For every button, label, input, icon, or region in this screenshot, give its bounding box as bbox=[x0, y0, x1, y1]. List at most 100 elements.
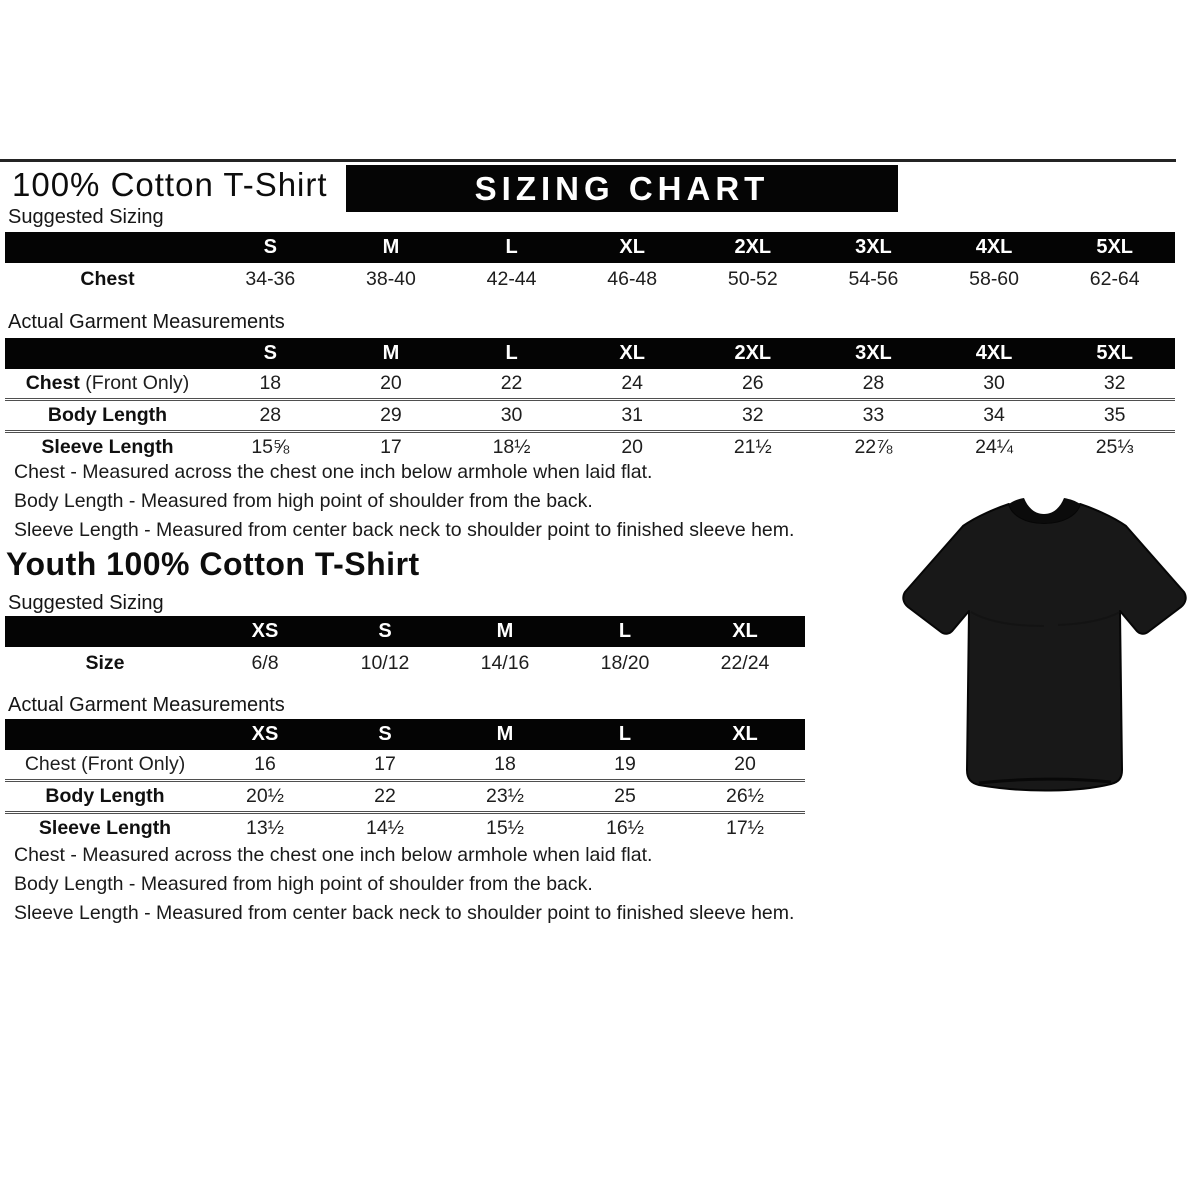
note-line: Body Length - Measured from high point o… bbox=[14, 873, 593, 895]
section-label-suggested-sizing: Suggested Sizing bbox=[8, 206, 164, 228]
size-column-header: XS bbox=[205, 616, 325, 647]
table-header-row: S M L XL 2XL 3XL 4XL 5XL bbox=[5, 338, 1175, 369]
note-line: Sleeve Length - Measured from center bac… bbox=[14, 902, 795, 924]
cell-value: 18/20 bbox=[600, 651, 650, 674]
cell-value: 13½ bbox=[205, 811, 325, 843]
cell-value: 18 bbox=[494, 753, 516, 775]
row-label: Body Length bbox=[5, 398, 210, 432]
row-label: Sleeve Length bbox=[5, 811, 205, 843]
cell-value: 22 bbox=[500, 372, 523, 394]
table-header-row: XS S M L XL bbox=[5, 616, 805, 647]
sizing-chart-banner: SIZING CHART bbox=[346, 165, 898, 212]
cell-value: 26½ bbox=[685, 779, 805, 813]
youth-section-title: Youth 100% Cotton T-Shirt bbox=[6, 546, 420, 582]
cell-value: 10/12 bbox=[360, 651, 410, 674]
row-label: Chest (Front Only) bbox=[25, 372, 190, 394]
cell-value: 18½ bbox=[451, 430, 572, 462]
size-column-header: M bbox=[330, 232, 452, 263]
cell-value: 34 bbox=[933, 398, 1055, 432]
size-column-header: M bbox=[330, 338, 452, 369]
section-label-actual-measurements: Actual Garment Measurements bbox=[8, 694, 285, 716]
section-label-suggested-sizing: Suggested Sizing bbox=[8, 592, 164, 614]
row-label: Chest bbox=[80, 267, 135, 290]
table-row: Sleeve Length 15⅝ 17 18½ 20 21½ 22⅞ 24¼ … bbox=[5, 430, 1175, 462]
youth-suggested-table: XS S M L XL Size 6/8 10/12 14/16 18/20 2… bbox=[5, 616, 805, 679]
size-column-header: 5XL bbox=[1054, 232, 1175, 263]
size-column-header: XL bbox=[571, 232, 693, 263]
cell-value: 62-64 bbox=[1089, 267, 1140, 290]
cell-value: 16 bbox=[254, 753, 276, 775]
tshirt-image bbox=[902, 498, 1187, 792]
cell-value: 18 bbox=[259, 372, 282, 394]
cell-value: 54-56 bbox=[848, 267, 899, 290]
cell-value: 42-44 bbox=[486, 267, 537, 290]
cell-value: 58-60 bbox=[969, 267, 1019, 290]
cell-value: 20½ bbox=[205, 779, 325, 813]
row-label: Body Length bbox=[5, 779, 205, 813]
size-column-header: M bbox=[445, 719, 565, 750]
size-column-header: S bbox=[210, 338, 331, 369]
cell-value: 25⅓ bbox=[1054, 430, 1175, 462]
cell-value: 24¼ bbox=[933, 430, 1055, 462]
table-row: Body Length 20½ 22 23½ 25 26½ bbox=[5, 779, 805, 813]
cell-value: 22⅞ bbox=[813, 430, 934, 462]
table-row: Sleeve Length 13½ 14½ 15½ 16½ 17½ bbox=[5, 811, 805, 843]
size-column-header: XL bbox=[685, 616, 805, 647]
cell-value: 19 bbox=[614, 753, 636, 775]
size-column-header: XL bbox=[685, 719, 805, 750]
cell-value: 32 bbox=[1103, 372, 1126, 394]
adult-actual-table: S M L XL 2XL 3XL 4XL 5XL Chest (Front On… bbox=[5, 338, 1175, 462]
table-row: Chest (Front Only) 16 17 18 19 20 bbox=[5, 750, 805, 781]
measurement-notes: Chest - Measured across the chest one in… bbox=[14, 841, 794, 928]
note-line: Sleeve Length - Measured from center bac… bbox=[14, 519, 795, 541]
measurement-notes: Chest - Measured across the chest one in… bbox=[14, 458, 794, 545]
table-corner-cell bbox=[5, 616, 205, 647]
row-label: Sleeve Length bbox=[5, 430, 210, 462]
table-row: Chest 34-36 38-40 42-44 46-48 50-52 54-5… bbox=[5, 263, 1175, 295]
table-corner-cell bbox=[5, 719, 205, 750]
cell-value: 17½ bbox=[685, 811, 805, 843]
size-column-header: 5XL bbox=[1054, 338, 1175, 369]
size-column-header: M bbox=[445, 616, 565, 647]
table-header-row: S M L XL 2XL 3XL 4XL 5XL bbox=[5, 232, 1175, 263]
cell-value: 29 bbox=[330, 398, 452, 432]
cell-value: 20 bbox=[734, 753, 756, 775]
cell-value: 30 bbox=[983, 372, 1005, 394]
note-line: Chest - Measured across the chest one in… bbox=[14, 461, 653, 483]
size-column-header: 2XL bbox=[692, 232, 814, 263]
cell-value: 30 bbox=[451, 398, 572, 432]
cell-value: 14½ bbox=[325, 811, 445, 843]
cell-value: 31 bbox=[571, 398, 693, 432]
cell-value: 22/24 bbox=[720, 651, 770, 674]
row-label: Size bbox=[85, 651, 125, 674]
size-column-header: 3XL bbox=[813, 232, 934, 263]
cell-value: 28 bbox=[862, 372, 885, 394]
cell-value: 17 bbox=[374, 753, 396, 775]
size-column-header: 4XL bbox=[933, 232, 1055, 263]
cell-value: 35 bbox=[1054, 398, 1175, 432]
cell-value: 26 bbox=[741, 372, 764, 394]
cell-value: 34-36 bbox=[245, 267, 296, 290]
cell-value: 15½ bbox=[445, 811, 565, 843]
cell-value: 14/16 bbox=[480, 651, 530, 674]
cell-value: 25 bbox=[565, 779, 685, 813]
cell-value: 33 bbox=[813, 398, 934, 432]
page-title: 100% Cotton T-Shirt bbox=[12, 166, 328, 203]
section-label-actual-measurements: Actual Garment Measurements bbox=[8, 311, 285, 333]
size-column-header: 4XL bbox=[933, 338, 1055, 369]
cell-value: 17 bbox=[330, 430, 452, 462]
table-row: Chest (Front Only) 18 20 22 24 26 28 30 … bbox=[5, 369, 1175, 400]
size-column-header: S bbox=[325, 719, 445, 750]
size-column-header: 2XL bbox=[692, 338, 814, 369]
size-column-header: L bbox=[565, 719, 685, 750]
cell-value: 28 bbox=[210, 398, 331, 432]
cell-value: 6/8 bbox=[251, 651, 279, 674]
cell-value: 16½ bbox=[565, 811, 685, 843]
size-column-header: S bbox=[210, 232, 331, 263]
table-corner-cell bbox=[5, 338, 210, 369]
size-column-header: XL bbox=[571, 338, 693, 369]
cell-value: 21½ bbox=[692, 430, 814, 462]
table-row: Size 6/8 10/12 14/16 18/20 22/24 bbox=[5, 647, 805, 679]
tshirt-photo bbox=[893, 482, 1198, 812]
